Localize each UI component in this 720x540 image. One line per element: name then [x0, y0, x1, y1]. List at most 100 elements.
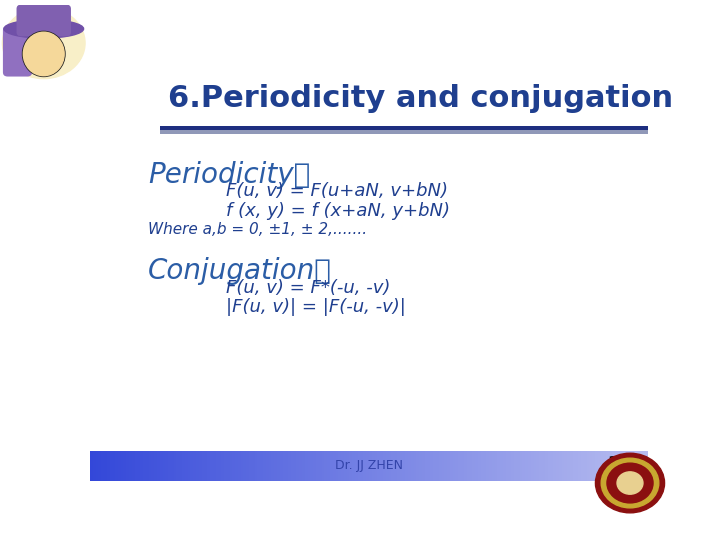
Bar [96, 451, 99, 481]
Bar [377, 451, 380, 481]
Bar [419, 451, 422, 481]
Bar [129, 451, 132, 481]
Bar [104, 451, 107, 481]
Bar [528, 451, 531, 481]
Bar [336, 451, 338, 481]
Bar [587, 451, 590, 481]
Ellipse shape [23, 32, 64, 76]
Bar [252, 451, 255, 481]
Bar [578, 451, 581, 481]
Bar [593, 451, 595, 481]
Bar [517, 451, 520, 481]
Bar [645, 451, 648, 481]
Bar [168, 451, 171, 481]
Text: 33: 33 [608, 455, 632, 473]
Bar [135, 451, 138, 481]
Bar [246, 451, 249, 481]
Bar [428, 451, 431, 481]
Bar [282, 451, 285, 481]
Bar [623, 451, 626, 481]
Bar [151, 451, 154, 481]
Bar [637, 451, 639, 481]
Bar [472, 451, 475, 481]
Bar [154, 451, 157, 481]
Bar [556, 451, 559, 481]
Bar [204, 451, 207, 481]
Bar [338, 451, 341, 481]
Bar [215, 451, 218, 481]
Bar [520, 451, 523, 481]
Bar [218, 451, 221, 481]
Bar [444, 451, 447, 481]
Bar [366, 451, 369, 481]
Bar [374, 451, 377, 481]
Bar [534, 451, 536, 481]
Bar [352, 451, 355, 481]
Bar [140, 451, 143, 481]
Ellipse shape [4, 19, 84, 38]
Bar [271, 451, 274, 481]
Text: F(u, v) = F*(-u, -v): F(u, v) = F*(-u, -v) [225, 279, 390, 297]
Bar [536, 451, 539, 481]
Bar [612, 451, 615, 481]
Bar [190, 451, 193, 481]
Bar [514, 451, 517, 481]
Bar [255, 451, 258, 481]
Bar [489, 451, 492, 481]
Bar [349, 451, 352, 481]
Bar [160, 130, 648, 134]
Bar [511, 451, 514, 481]
Bar [322, 451, 325, 481]
Bar [300, 451, 302, 481]
FancyBboxPatch shape [3, 26, 32, 77]
Bar [344, 451, 347, 481]
Bar [179, 451, 182, 481]
Bar [590, 451, 593, 481]
Bar [397, 451, 400, 481]
Bar [112, 451, 115, 481]
Bar [436, 451, 438, 481]
Bar [274, 451, 277, 481]
Bar [372, 451, 374, 481]
Bar [361, 451, 364, 481]
Bar [575, 451, 578, 481]
Bar [174, 451, 176, 481]
Bar [380, 451, 383, 481]
Bar [542, 451, 545, 481]
Bar [266, 451, 269, 481]
Bar [416, 451, 419, 481]
Bar [572, 451, 575, 481]
Bar [221, 451, 224, 481]
Circle shape [617, 472, 643, 494]
Text: Conjugation：: Conjugation： [148, 257, 332, 285]
Bar [288, 451, 291, 481]
Bar [642, 451, 645, 481]
Bar [447, 451, 450, 481]
Bar [369, 451, 372, 481]
Bar [313, 451, 316, 481]
Bar [196, 451, 199, 481]
Bar [508, 451, 511, 481]
Bar [464, 451, 467, 481]
Bar [145, 451, 148, 481]
Bar [160, 126, 648, 130]
Bar [160, 451, 163, 481]
Bar [355, 451, 358, 481]
Bar [475, 451, 478, 481]
Bar [118, 451, 121, 481]
Bar [584, 451, 587, 481]
Bar [163, 451, 166, 481]
Bar [450, 451, 453, 481]
Bar [609, 451, 612, 481]
Circle shape [607, 463, 653, 503]
Bar [230, 451, 233, 481]
Bar [263, 451, 266, 481]
Bar [227, 451, 230, 481]
Bar [193, 451, 196, 481]
Bar [598, 451, 600, 481]
Bar [438, 451, 441, 481]
Bar [258, 451, 260, 481]
Bar [249, 451, 252, 481]
Bar [182, 451, 185, 481]
Bar [433, 451, 436, 481]
